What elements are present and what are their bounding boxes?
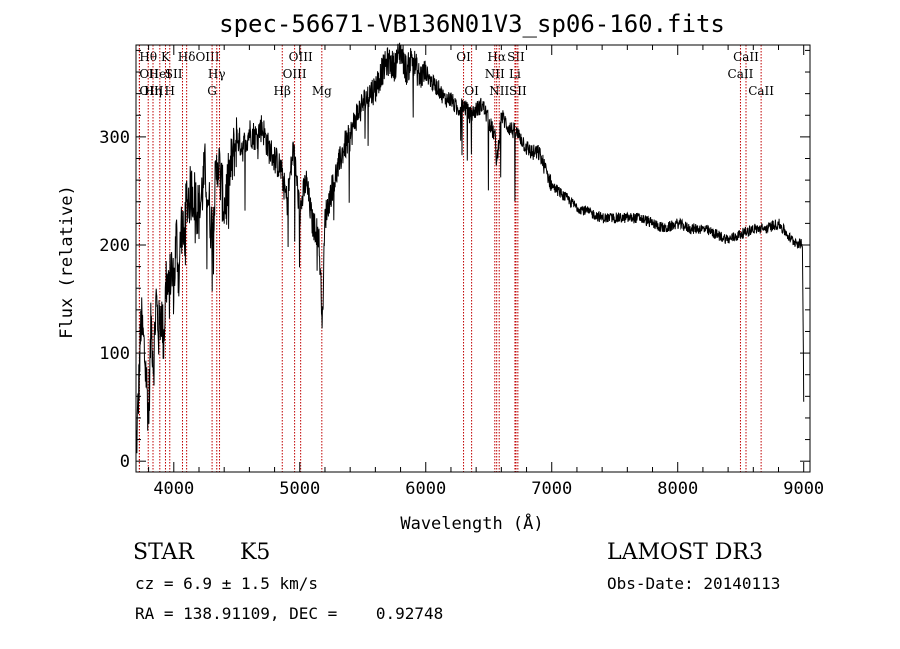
x-tick-label: 7000 — [531, 479, 572, 499]
emission-line-label: Li — [509, 67, 521, 81]
emission-line-label: HeI — [149, 67, 172, 81]
x-tick-label: 8000 — [657, 479, 698, 499]
coordinates: RA = 138.91109, DEC = 0.92748 — [135, 604, 444, 623]
object-subclass: K5 — [240, 540, 271, 565]
y-tick-label: 200 — [99, 236, 130, 256]
x-axis-label: Wavelength (Å) — [400, 512, 543, 534]
emission-line-label: G — [207, 84, 217, 98]
x-tick-label: 5000 — [279, 479, 320, 499]
emission-line-label: OI — [456, 50, 471, 64]
emission-line-label: CaII — [728, 67, 754, 81]
emission-line-label: NII — [485, 67, 505, 81]
observation-date: Obs-Date: 20140113 — [607, 574, 781, 593]
emission-line-label: K — [161, 50, 171, 64]
emission-line-label: Hθ — [139, 50, 157, 64]
emission-line-label: SII — [507, 50, 525, 64]
spectrum-line — [135, 42, 805, 454]
spectrum-series — [135, 42, 805, 454]
y-tick-label: 0 — [120, 452, 130, 472]
chart-title: spec-56671-VB136N01V3_sp06-160.fits — [219, 10, 725, 38]
emission-line-label: OIII — [195, 50, 219, 64]
emission-line-label: OI — [464, 84, 479, 98]
plot-frame — [135, 44, 811, 473]
emission-line-label: Hβ — [274, 84, 291, 98]
y-tick-label: 300 — [99, 128, 130, 148]
emission-line-label: Hα — [487, 50, 506, 64]
y-tick-label: 100 — [99, 344, 130, 364]
redshift-value: cz = 6.9 ± 1.5 km/s — [135, 574, 319, 593]
emission-line-label: SII — [509, 84, 527, 98]
survey-name: LAMOST DR3 — [607, 540, 763, 565]
emission-line-label: Hη — [144, 84, 162, 98]
object-class: STAR — [133, 540, 194, 565]
emission-line-label: CaII — [748, 84, 774, 98]
emission-line-label: OIII — [283, 67, 307, 81]
emission-line-label: Hδ — [178, 50, 196, 64]
emission-line-label: Mg — [312, 84, 332, 98]
emission-line-label: SII — [165, 67, 183, 81]
emission-line-label: OIII — [289, 50, 313, 64]
axis-ticks: 4000 5000 6000 7000 8000 9000 0 100 200 300 — [99, 45, 824, 499]
x-tick-label: 6000 — [405, 479, 446, 499]
emission-line-label: OII — [139, 67, 159, 81]
emission-line-label: OIII — [139, 84, 163, 98]
emission-line-label: Hγ — [208, 67, 226, 81]
emission-line-label: NII — [489, 84, 509, 98]
y-axis-label: Flux (relative) — [57, 185, 77, 339]
x-tick-label: 9000 — [783, 479, 824, 499]
emission-line-label: CaII — [733, 50, 759, 64]
emission-line-label: H — [165, 84, 175, 98]
x-tick-label: 4000 — [153, 479, 194, 499]
